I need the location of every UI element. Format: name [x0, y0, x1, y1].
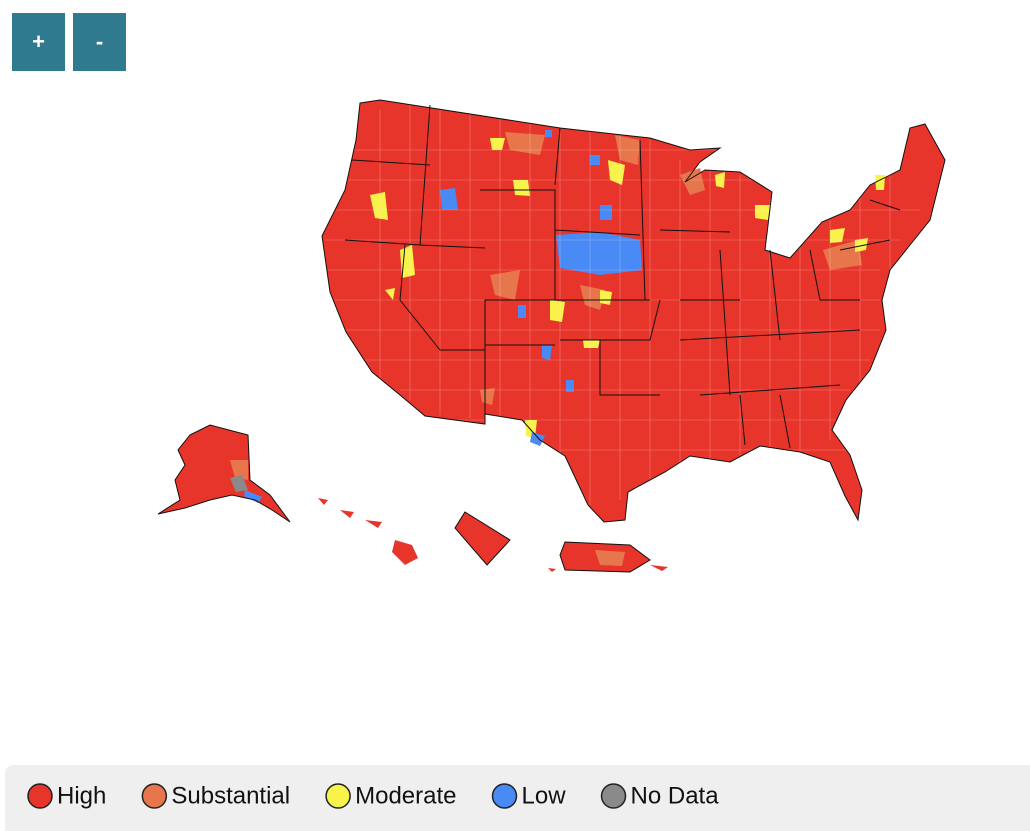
legend-swatch [141, 783, 168, 809]
legend-label: Moderate [355, 782, 456, 809]
legend-items: High Substantial Moderate Low No Data [27, 782, 720, 809]
state-borders [344, 104, 901, 449]
legend-swatch [600, 783, 627, 809]
county-lines [325, 105, 920, 505]
legend-label: High [57, 782, 106, 809]
region [318, 498, 418, 565]
legend: High Substantial Moderate Low No Data [5, 765, 1030, 831]
region [322, 100, 945, 522]
legend-swatch [325, 783, 351, 809]
outline [157, 99, 946, 573]
zoom-in-button[interactable]: + [12, 13, 65, 71]
region [244, 130, 642, 503]
legend-label: No Data [631, 782, 720, 809]
region [230, 475, 248, 492]
legend-label: Low [522, 782, 567, 809]
region [455, 512, 510, 565]
legend-swatch [27, 783, 53, 809]
region [158, 425, 290, 522]
region [370, 138, 885, 438]
map [157, 99, 946, 573]
zoom-out-button[interactable]: - [73, 13, 126, 71]
legend-swatch [491, 783, 518, 809]
legend-label: Substantial [171, 782, 290, 809]
